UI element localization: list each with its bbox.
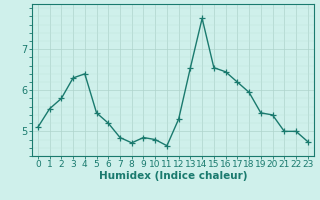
X-axis label: Humidex (Indice chaleur): Humidex (Indice chaleur)	[99, 171, 247, 181]
